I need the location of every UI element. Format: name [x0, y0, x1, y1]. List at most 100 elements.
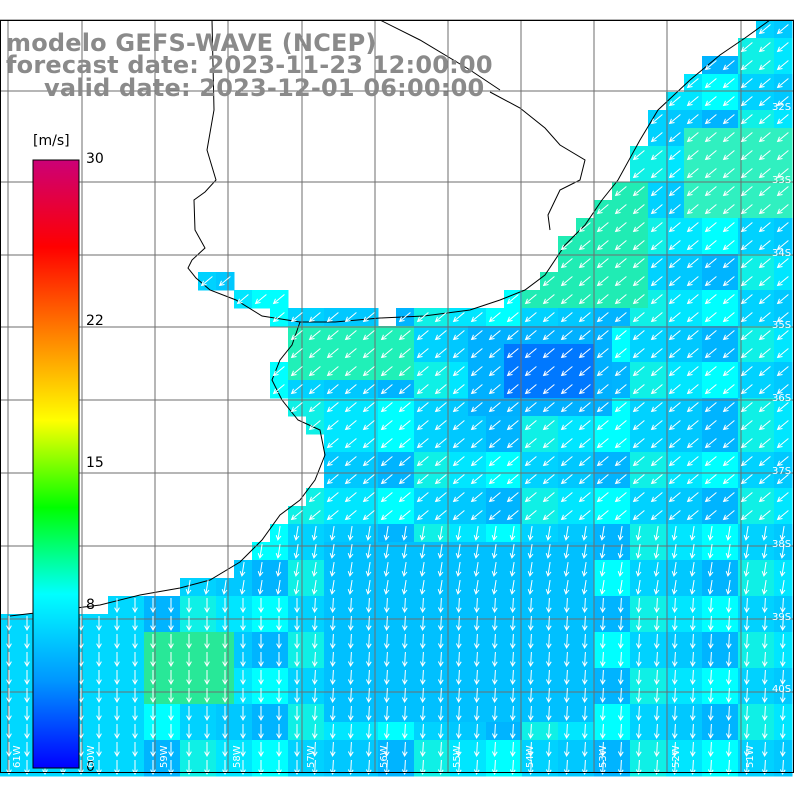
wind-arrow [419, 526, 426, 541]
wind-arrow [776, 474, 789, 485]
wind-arrow [509, 741, 516, 758]
wind-arrow [578, 276, 591, 287]
wind-arrow [473, 705, 480, 722]
wind-arrow [563, 526, 570, 541]
wind-arrow [758, 348, 771, 359]
wind-arrow [743, 597, 750, 614]
wind-arrow [686, 186, 699, 197]
wind-arrow [635, 615, 642, 632]
wind-arrow [491, 687, 498, 704]
wind-arrow [704, 132, 717, 143]
colorbar-gradient [32, 159, 80, 769]
colorbar-tick-label: 15 [86, 455, 104, 471]
wind-arrow [650, 294, 663, 305]
wind-arrow [362, 402, 375, 413]
wind-arrow [650, 492, 663, 503]
wind-arrow [186, 760, 192, 776]
wind-arrow [635, 705, 642, 722]
wind-arrow [686, 474, 699, 485]
wind-arrow [614, 384, 627, 395]
wind-arrow [419, 687, 426, 704]
wind-arrow [470, 312, 483, 323]
wind-arrow [668, 132, 681, 143]
wind-arrow [617, 597, 624, 614]
wind-arrow [689, 580, 696, 595]
wind-arrow [473, 759, 480, 776]
wind-arrow [437, 705, 444, 722]
wind-arrow [668, 114, 681, 125]
wind-arrow [707, 759, 714, 776]
wind-arrow [455, 705, 462, 722]
wind-arrow [650, 240, 663, 251]
wind-arrow [416, 456, 429, 467]
wind-arrow [416, 348, 429, 359]
wind-arrow [686, 312, 699, 323]
wind-arrow [362, 438, 375, 449]
wind-arrow [326, 348, 339, 359]
wind-arrow [596, 312, 609, 323]
wind-arrow [596, 366, 609, 377]
wind-arrow [434, 312, 447, 323]
wind-arrow [542, 510, 555, 521]
wind-arrow [650, 420, 663, 431]
wind-arrow [221, 580, 228, 595]
wind-arrow [419, 615, 426, 632]
latitude-label: 37S [772, 466, 792, 477]
wind-arrow [761, 705, 768, 722]
wind-arrow [758, 420, 771, 431]
wind-arrow [599, 705, 606, 722]
wind-arrow [668, 168, 681, 179]
wind-arrow [24, 670, 30, 686]
wind-arrow [668, 456, 681, 467]
wind-arrow [578, 258, 591, 269]
wind-arrow [362, 474, 375, 485]
wind-arrow [776, 78, 789, 89]
wind-arrow [581, 597, 588, 614]
wind-arrow [725, 687, 732, 704]
wind-arrow [114, 706, 120, 722]
wind-arrow [401, 562, 408, 577]
wind-arrow [344, 312, 357, 323]
wind-arrow [545, 526, 552, 541]
wind-arrow [290, 384, 303, 395]
wind-arrow [758, 492, 771, 503]
wind-arrow [560, 456, 573, 467]
wind-arrow [383, 669, 390, 686]
wind-arrow [452, 492, 465, 503]
wind-arrow [776, 24, 789, 35]
wind-arrow [671, 687, 678, 704]
latitude-label: 40S [772, 684, 792, 695]
wind-arrow [668, 204, 681, 215]
wind-arrow [401, 723, 408, 740]
wind-arrow [704, 492, 717, 503]
wind-arrow [401, 669, 408, 686]
wind-arrow [240, 652, 246, 668]
wind-arrow [599, 741, 606, 758]
wind-arrow [452, 438, 465, 449]
wind-arrow [524, 474, 537, 485]
wind-arrow [635, 526, 642, 541]
wind-arrow [150, 598, 156, 614]
wind-arrow [509, 580, 516, 595]
wind-arrow [401, 651, 408, 668]
wind-arrow [204, 616, 210, 632]
wind-arrow [779, 633, 786, 650]
wind-arrow [491, 562, 498, 577]
wind-arrow [671, 526, 678, 541]
wind-arrow [635, 633, 642, 650]
wind-arrow [294, 616, 300, 632]
wind-arrow [776, 42, 789, 53]
wind-arrow [704, 114, 717, 125]
wind-arrow [758, 204, 771, 215]
wind-arrow [455, 526, 462, 541]
wind-arrow [563, 759, 570, 776]
wind-arrow [545, 562, 552, 577]
wind-arrow [293, 580, 300, 595]
wind-arrow [686, 96, 699, 107]
wind-arrow [614, 456, 627, 467]
wind-arrow [758, 366, 771, 377]
wind-arrow [650, 312, 663, 323]
wind-arrow [743, 580, 750, 595]
wind-arrow [761, 615, 768, 632]
wind-arrow [168, 706, 174, 722]
